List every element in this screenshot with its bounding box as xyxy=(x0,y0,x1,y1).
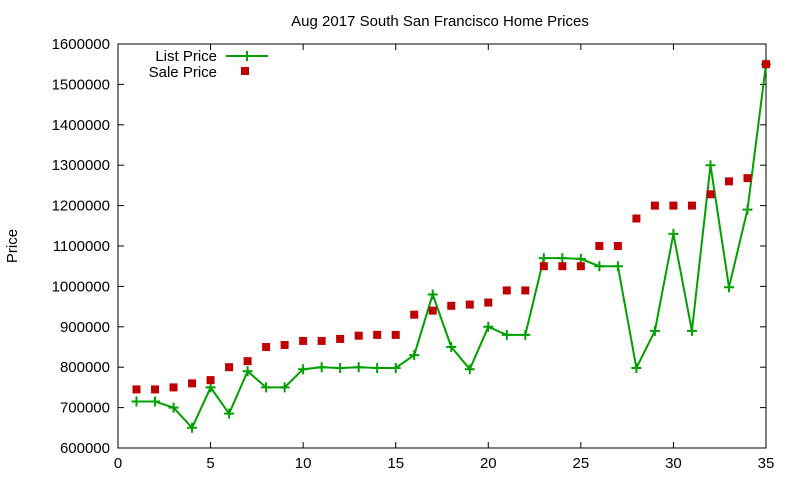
data-point-list-price xyxy=(187,422,198,433)
y-tick-label: 800000 xyxy=(60,359,110,376)
data-point-sale-price xyxy=(521,286,530,295)
data-point-sale-price xyxy=(373,330,382,339)
data-point-list-price xyxy=(594,261,605,272)
y-tick-label: 1500000 xyxy=(52,76,110,93)
y-tick-label: 700000 xyxy=(60,400,110,417)
x-tick-label: 30 xyxy=(665,455,682,472)
data-point-sale-price xyxy=(502,286,511,295)
data-point-list-price xyxy=(538,253,549,264)
y-axis-label: Price xyxy=(4,229,21,263)
legend: List Price Sale Price xyxy=(149,48,268,81)
x-tick-label: 0 xyxy=(114,455,122,472)
data-point-list-price xyxy=(279,382,290,393)
x-tick-label: 25 xyxy=(573,455,590,472)
data-point-list-price xyxy=(316,362,327,373)
data-point-sale-price xyxy=(132,385,141,394)
data-point-list-price xyxy=(150,396,161,407)
data-point-list-price xyxy=(390,363,401,374)
plot-area: 600000 700000 800000 900000 1000000 1100000 12… xyxy=(52,36,775,472)
data-point-sale-price xyxy=(428,306,437,315)
data-point-list-price xyxy=(131,396,142,407)
data-point-list-price xyxy=(464,364,475,375)
data-point-sale-price xyxy=(558,262,567,271)
legend-label-list-price: List Price xyxy=(155,48,217,65)
data-point-list-price xyxy=(742,204,753,215)
data-point-sale-price xyxy=(632,214,641,223)
data-point-list-price xyxy=(483,321,494,332)
data-point-list-price xyxy=(705,160,716,171)
data-point-list-price xyxy=(335,363,346,374)
data-point-sale-price xyxy=(613,242,622,250)
y-tick-label: 1100000 xyxy=(53,238,110,255)
data-point-sale-price xyxy=(650,201,659,210)
data-point-sale-price xyxy=(484,298,493,307)
data-point-list-price xyxy=(298,364,309,375)
data-point-sale-price xyxy=(317,336,326,345)
data-point-sale-price xyxy=(687,201,696,210)
data-point-list-price xyxy=(446,342,457,352)
series-line-list-price xyxy=(136,64,767,430)
legend-label-sale-price: Sale Price xyxy=(149,64,217,81)
legend-marker-sale-price xyxy=(241,67,249,75)
x-tick-label: 5 xyxy=(206,455,214,472)
data-point-list-price xyxy=(501,329,512,340)
data-point-sale-price xyxy=(762,60,770,69)
y-tick-label: 1000000 xyxy=(52,278,110,295)
data-point-sale-price xyxy=(724,177,733,186)
data-point-sale-price xyxy=(262,343,271,351)
data-point-sale-price xyxy=(169,383,178,392)
data-point-sale-price xyxy=(336,334,345,343)
data-point-sale-price xyxy=(410,310,419,319)
data-point-sale-price xyxy=(206,376,215,385)
x-tick-label: 35 xyxy=(758,455,775,472)
data-point-sale-price xyxy=(539,262,548,271)
chart-title: Aug 2017 South San Francisco Home Prices xyxy=(291,13,589,30)
y-tick-label: 600000 xyxy=(60,440,110,457)
data-point-sale-price xyxy=(280,340,289,349)
data-point-sale-price xyxy=(669,201,678,210)
y-tick-label: 1400000 xyxy=(52,117,110,134)
data-point-list-price xyxy=(520,329,531,340)
data-point-sale-price xyxy=(354,331,363,340)
x-tick-label: 10 xyxy=(295,455,312,472)
data-point-sale-price xyxy=(447,301,456,310)
data-point-sale-price xyxy=(576,262,585,271)
data-point-list-price xyxy=(242,366,253,377)
data-point-sale-price xyxy=(706,190,715,199)
data-point-sale-price xyxy=(243,357,252,366)
data-point-list-price xyxy=(372,363,383,374)
data-point-sale-price xyxy=(225,363,234,372)
data-point-sale-price xyxy=(391,330,400,339)
legend-marker-list-price xyxy=(242,51,252,61)
data-point-list-price xyxy=(668,228,679,239)
data-point-list-price xyxy=(686,325,697,336)
data-point-list-price xyxy=(168,402,179,413)
x-tick-label: 20 xyxy=(480,455,497,472)
data-point-sale-price xyxy=(595,242,604,250)
data-point-list-price xyxy=(649,325,660,336)
data-point-list-price xyxy=(631,363,642,374)
data-point-sale-price xyxy=(465,300,474,309)
y-tick-label: 1300000 xyxy=(52,157,110,174)
data-point-list-price xyxy=(409,350,420,361)
data-point-list-price xyxy=(427,289,438,300)
data-point-list-price xyxy=(723,282,734,293)
data-point-sale-price xyxy=(743,174,752,183)
data-point-list-price xyxy=(612,261,623,272)
y-tick-label: 900000 xyxy=(60,319,110,336)
data-point-sale-price xyxy=(151,385,160,394)
data-point-list-price xyxy=(224,408,235,419)
data-point-sale-price xyxy=(188,379,197,388)
data-point-sale-price xyxy=(299,336,308,345)
data-point-list-price xyxy=(261,382,272,393)
data-point-list-price xyxy=(353,362,364,373)
data-point-list-price xyxy=(557,253,568,264)
y-tick-label: 1600000 xyxy=(52,36,110,53)
y-tick-label: 1200000 xyxy=(52,198,110,215)
x-tick-label: 15 xyxy=(387,455,404,472)
